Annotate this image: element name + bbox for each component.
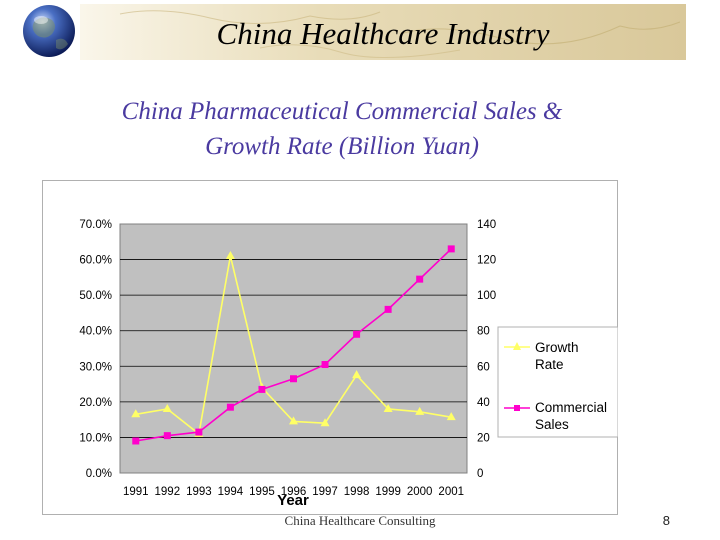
chart-subtitle: China Pharmaceutical Commercial Sales & … <box>20 94 664 164</box>
right-tick-label: 40 <box>477 397 490 409</box>
commercial-sales-point <box>163 432 171 440</box>
footer-text: China Healthcare Consulting <box>284 513 436 528</box>
left-tick-label: 60.0% <box>79 255 112 267</box>
legend-growth-label-1: Growth <box>535 340 579 355</box>
x-tick-label: 1998 <box>344 486 370 498</box>
commercial-sales-point <box>290 375 297 383</box>
left-tick-label: 50.0% <box>79 290 112 302</box>
x-tick-label: 1992 <box>155 486 181 498</box>
left-tick-label: 10.0% <box>79 432 112 444</box>
commercial-sales-point <box>258 385 266 393</box>
x-tick-label: 1995 <box>249 486 275 498</box>
commercial-sales-point <box>384 305 392 313</box>
x-tick-label: 1994 <box>218 486 244 498</box>
growth-rate-point <box>446 412 456 421</box>
x-axis-title: Year <box>277 492 309 509</box>
right-tick-label: 120 <box>477 255 496 267</box>
slide-header: China Healthcare Industry <box>0 0 720 62</box>
left-tick-label: 70.0% <box>79 219 112 231</box>
growth-rate-point <box>131 409 141 418</box>
legend-sales-label-1: Commercial <box>535 400 607 415</box>
growth-rate-point <box>415 406 425 415</box>
legend-growth-marker <box>513 342 521 350</box>
growth-rate-point <box>225 251 235 260</box>
commercial-sales-point <box>132 437 140 445</box>
chart-area: 70.0% 60.0% 50.0% 40.0% 30.0% 20.0% 10.0% 0.0% … <box>42 180 619 515</box>
x-tick-label: 1999 <box>375 486 401 498</box>
right-tick-label: 0 <box>477 468 483 480</box>
left-tick-label: 0.0% <box>86 468 112 480</box>
subtitle-line-2: Growth Rate (Billion Yuan) <box>205 133 479 160</box>
growth-rate-point <box>289 416 298 425</box>
growth-rate-point <box>383 403 393 412</box>
series-layer <box>131 245 456 445</box>
right-tick-label: 60 <box>477 361 490 373</box>
map-texture <box>119 10 681 58</box>
growth-rate-point <box>352 370 362 379</box>
right-axis-ticks: 140 120 100 80 60 40 20 0 <box>477 219 496 480</box>
subtitle-line-1: China Pharmaceutical Commercial Sales & <box>121 98 563 125</box>
commercial-sales-point <box>447 245 455 253</box>
plot-area <box>119 223 468 474</box>
right-tick-label: 20 <box>477 432 490 444</box>
commercial-sales-point <box>226 403 234 411</box>
right-tick-label: 140 <box>477 219 496 231</box>
page-title: China Healthcare Industry <box>216 16 550 51</box>
line-chart: 70.0%60.0%50.0%40.0%30.0%20.0%10.0%0.0% … <box>42 180 619 515</box>
left-tick-label: 30.0% <box>79 361 112 373</box>
commercial-sales-point <box>353 330 361 338</box>
header-banner <box>80 4 686 60</box>
page-number: 8 <box>662 513 670 528</box>
legend-sales-label-2: Sales <box>535 417 569 432</box>
x-tick-label: 1993 <box>186 486 212 498</box>
x-tick-label: 2001 <box>438 486 464 498</box>
growth-rate-point <box>320 418 330 427</box>
globe-icon <box>20 2 78 60</box>
x-tick-label: 1996 <box>281 486 307 498</box>
right-tick-label: 80 <box>477 326 490 338</box>
left-tick-label: 40.0% <box>79 326 112 338</box>
right-tick-label: 100 <box>477 290 496 302</box>
commercial-sales-point <box>195 428 203 436</box>
gridlines <box>120 259 467 438</box>
commercial-sales-point <box>321 361 329 369</box>
x-tick-label: 1991 <box>123 486 149 498</box>
x-tick-label: 1997 <box>312 486 338 498</box>
x-tick-label: 2000 <box>407 486 433 498</box>
legend: Growth Rate Commercial Sales <box>497 326 619 438</box>
x-axis-ticks: 1991 1992 1993 1994 1995 1996 1997 1998 1999 2000… <box>123 486 464 498</box>
commercial-sales-point <box>416 275 424 283</box>
left-tick-label: 20.0% <box>79 397 112 409</box>
legend-sales-marker <box>514 405 520 411</box>
legend-growth-label-2: Rate <box>535 357 564 372</box>
growth-rate-point <box>162 403 172 412</box>
left-axis-ticks: 70.0% 60.0% 50.0% 40.0% 30.0% 20.0% 10.0% 0.0% <box>79 219 112 480</box>
